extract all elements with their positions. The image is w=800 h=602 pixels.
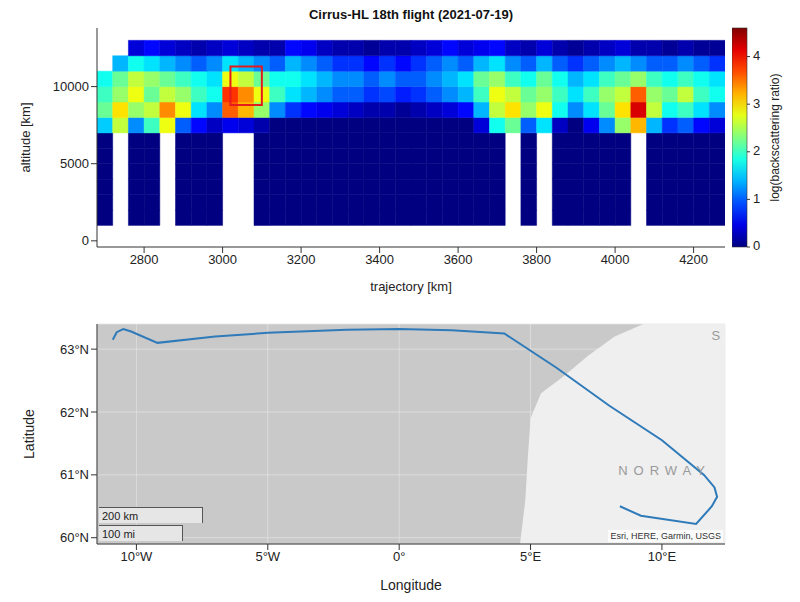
svg-text:10°E: 10°E <box>648 549 677 564</box>
svg-text:3400: 3400 <box>365 252 394 267</box>
svg-text:log(backscattering ratio): log(backscattering ratio) <box>768 73 782 201</box>
svg-text:5000: 5000 <box>60 156 89 171</box>
svg-text:0: 0 <box>82 233 89 248</box>
svg-text:S: S <box>711 328 720 343</box>
svg-text:62°N: 62°N <box>60 405 89 420</box>
svg-text:10°W: 10°W <box>120 549 153 564</box>
svg-text:trajectory [km]: trajectory [km] <box>370 279 452 294</box>
svg-text:4000: 4000 <box>601 252 630 267</box>
svg-text:3200: 3200 <box>287 252 316 267</box>
svg-text:altitude [km]: altitude [km] <box>18 102 33 172</box>
html-text:Cirrus-HL 18th flight (2021-07: Cirrus-HL 18th flight (2021-07-19) <box>308 7 514 22</box>
svg-text:60°N: 60°N <box>60 530 89 545</box>
svg-text:0: 0 <box>753 238 760 252</box>
svg-text:NORWAY: NORWAY <box>618 463 711 478</box>
svg-text:3000: 3000 <box>208 252 237 267</box>
svg-text:2800: 2800 <box>130 252 159 267</box>
svg-text:63°N: 63°N <box>60 342 89 357</box>
svg-text:Longitude: Longitude <box>380 577 442 593</box>
svg-text:4200: 4200 <box>679 252 708 267</box>
svg-text:Latitude: Latitude <box>21 409 37 459</box>
svg-text:0°: 0° <box>393 549 405 564</box>
svg-text:1: 1 <box>753 191 760 206</box>
svg-text:3800: 3800 <box>522 252 551 267</box>
html-text:Esri, HERE, Garmin, USGS: Esri, HERE, Garmin, USGS <box>610 531 721 541</box>
svg-text:5°W: 5°W <box>255 549 280 564</box>
svg-text:3: 3 <box>753 96 760 111</box>
svg-text:10000: 10000 <box>53 79 89 94</box>
svg-text:61°N: 61°N <box>60 467 89 482</box>
svg-text:2: 2 <box>753 143 760 158</box>
svg-text:3600: 3600 <box>444 252 473 267</box>
html-text:100 mi: 100 mi <box>102 528 135 540</box>
html-text:200 km: 200 km <box>102 510 139 522</box>
svg-text:5°E: 5°E <box>520 549 541 564</box>
svg-text:4: 4 <box>753 48 760 63</box>
